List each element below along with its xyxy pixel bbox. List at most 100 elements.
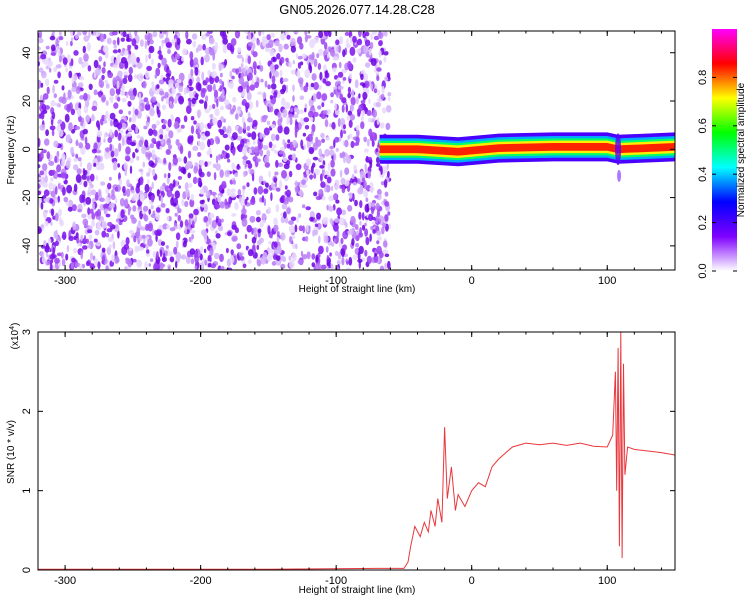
snr-multiplier-close: ): [10, 323, 21, 326]
noise-speckle: [360, 116, 364, 121]
noise-speckle: [291, 252, 297, 262]
noise-speckle: [319, 71, 323, 81]
noise-speckle: [256, 244, 260, 250]
noise-speckle: [275, 255, 281, 261]
noise-speckle: [142, 212, 147, 220]
noise-speckle: [323, 110, 328, 115]
noise-speckle: [219, 201, 225, 209]
noise-speckle: [144, 261, 148, 270]
noise-speckle: [225, 247, 229, 254]
noise-speckle: [328, 149, 335, 156]
noise-speckle: [48, 182, 54, 190]
noise-speckle: [259, 221, 264, 228]
noise-speckle: [49, 125, 56, 131]
noise-speckle: [181, 48, 188, 56]
noise-speckle: [115, 87, 121, 95]
noise-speckle: [188, 78, 193, 87]
noise-speckle: [284, 217, 289, 224]
noise-speckle: [156, 189, 160, 197]
spectrogram-frame: [37, 30, 676, 271]
noise-speckle: [251, 173, 255, 182]
noise-speckle: [65, 40, 69, 47]
noise-speckle: [266, 253, 273, 262]
noise-speckle: [276, 236, 280, 242]
noise-speckle: [352, 35, 357, 43]
noise-speckle: [266, 120, 271, 126]
noise-speckle: [381, 226, 385, 235]
noise-speckle: [242, 263, 247, 269]
noise-speckle: [130, 52, 136, 59]
noise-speckle: [201, 34, 207, 40]
noise-speckle: [105, 232, 110, 238]
noise-speckle: [109, 88, 116, 97]
noise-speckle: [363, 148, 369, 153]
noise-speckle: [331, 121, 336, 130]
noise-speckle: [326, 53, 330, 59]
noise-speckle: [126, 132, 133, 137]
noise-speckle: [171, 57, 177, 63]
noise-speckle: [237, 85, 244, 93]
noise-speckle: [45, 252, 49, 258]
snr-y-label: SNR (10 * v/v): [6, 420, 17, 484]
noise-speckle: [89, 184, 94, 189]
noise-speckle: [286, 34, 291, 40]
noise-speckle: [377, 89, 381, 96]
noise-speckle: [38, 56, 41, 61]
noise-speckle: [356, 38, 363, 46]
noise-speckle: [165, 73, 171, 78]
noise-speckle: [205, 77, 210, 84]
noise-speckle: [371, 202, 375, 207]
y-tick-label: 2: [21, 408, 33, 414]
noise-speckle: [370, 58, 377, 66]
noise-speckle: [269, 49, 275, 57]
noise-speckle: [199, 121, 205, 131]
noise-speckle: [177, 31, 180, 39]
spectrogram-signal-band: [379, 132, 675, 182]
noise-speckle: [317, 63, 322, 70]
noise-speckle: [117, 48, 121, 53]
noise-speckle: [320, 132, 325, 139]
noise-speckle: [376, 98, 383, 102]
noise-speckle: [191, 33, 198, 40]
noise-speckle: [269, 63, 275, 73]
noise-speckle: [215, 218, 219, 223]
noise-speckle: [339, 217, 345, 226]
noise-speckle: [344, 179, 350, 187]
noise-speckle: [95, 175, 99, 181]
x-tick-label: -200: [190, 575, 212, 587]
noise-speckle: [126, 136, 132, 145]
noise-speckle: [126, 33, 130, 42]
noise-speckle: [202, 43, 206, 51]
noise-speckle: [38, 46, 41, 51]
noise-speckle: [230, 249, 234, 255]
noise-speckle: [208, 47, 215, 56]
noise-speckle: [70, 146, 75, 155]
noise-speckle: [116, 122, 123, 130]
noise-speckle: [155, 212, 161, 221]
noise-speckle: [190, 193, 195, 201]
noise-speckle: [79, 95, 85, 100]
noise-speckle: [125, 146, 131, 155]
noise-speckle: [73, 50, 79, 56]
noise-speckle: [283, 163, 290, 170]
noise-speckle: [177, 175, 183, 180]
noise-speckle: [193, 91, 196, 96]
noise-speckle: [128, 31, 132, 35]
colorbar-ticks: 0.0 0.2 0.4 0.6 0.8: [697, 70, 737, 279]
noise-speckle: [374, 252, 377, 257]
noise-speckle: [278, 180, 283, 189]
noise-speckle: [376, 75, 380, 82]
noise-speckle: [299, 95, 305, 100]
noise-speckle: [57, 103, 62, 108]
noise-speckle: [65, 253, 69, 261]
x-tick-label: -100: [325, 575, 347, 587]
noise-speckle: [347, 92, 352, 99]
noise-speckle: [312, 93, 317, 102]
noise-speckle: [279, 196, 285, 204]
noise-speckle: [273, 64, 279, 70]
noise-speckle: [151, 168, 156, 177]
noise-speckle: [382, 249, 389, 255]
noise-speckle: [185, 31, 189, 40]
noise-speckle: [174, 41, 178, 48]
noise-speckle: [95, 149, 102, 154]
